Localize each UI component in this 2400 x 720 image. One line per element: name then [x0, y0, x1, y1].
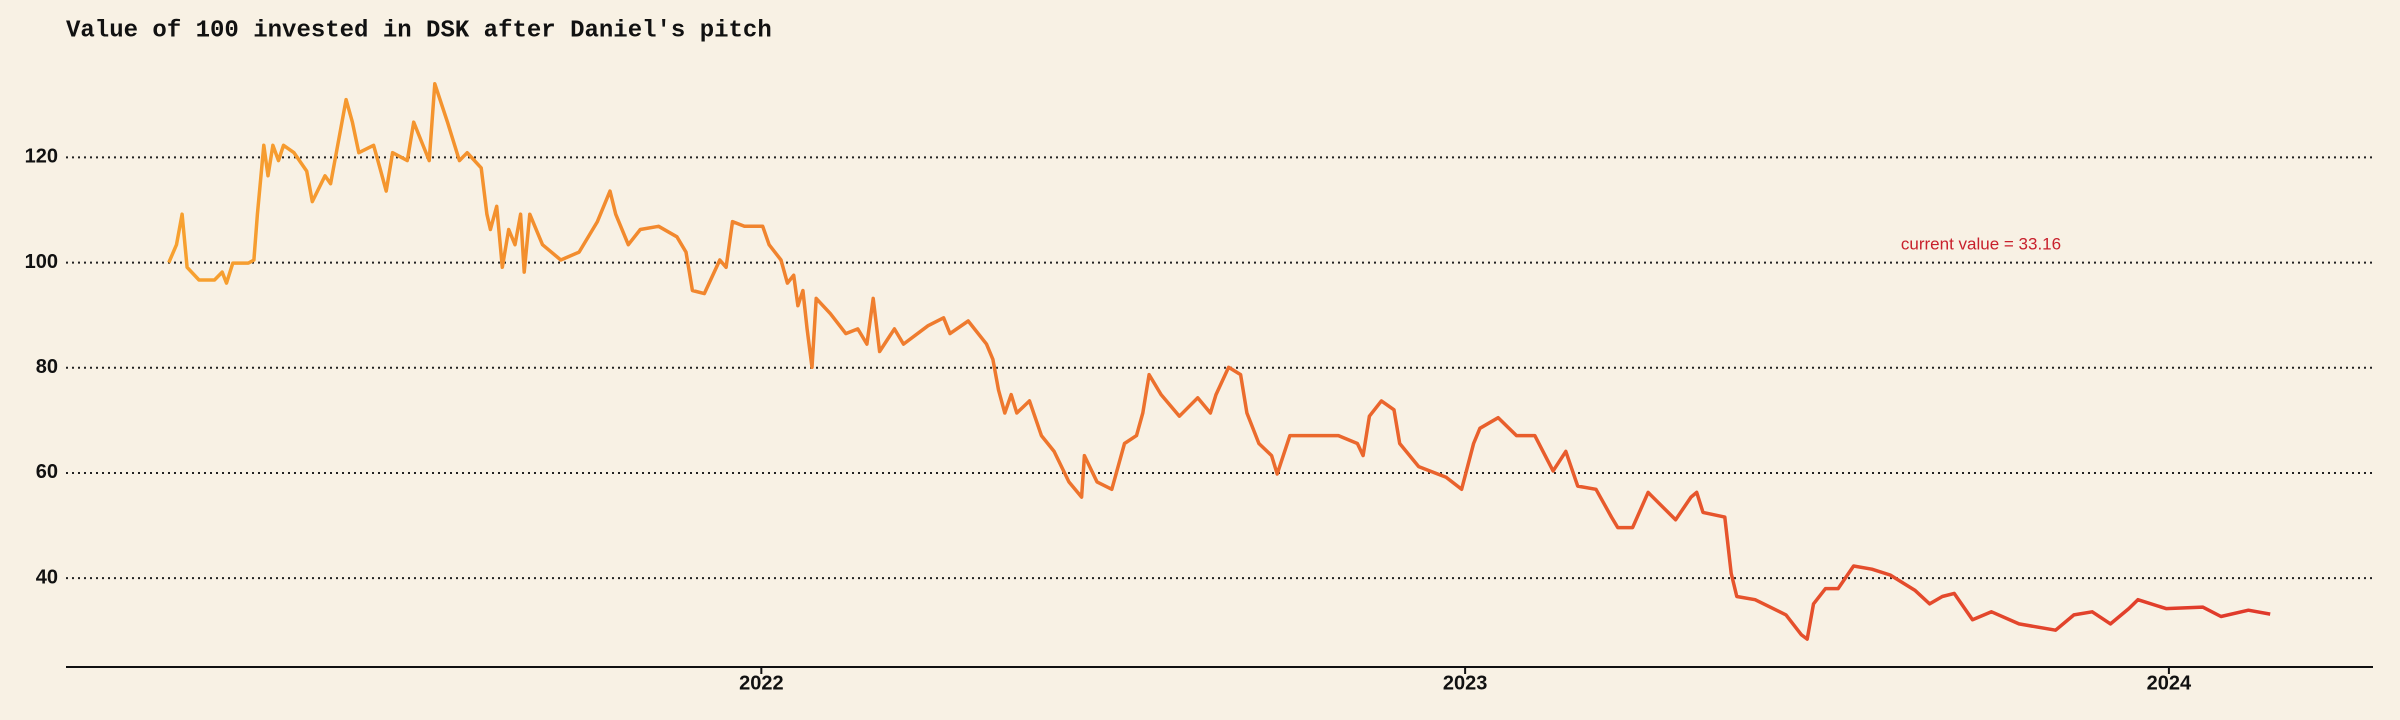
annotation: current value = 33.16	[1901, 234, 2061, 253]
y-tick-label: 120	[25, 146, 58, 168]
chart-title: Value of 100 invested in DSK after Danie…	[66, 17, 772, 44]
x-tick-label: 2024	[2147, 672, 2192, 694]
y-tick-label: 60	[36, 461, 58, 483]
y-tick-label: 100	[25, 251, 58, 273]
y-tick-label: 80	[36, 356, 58, 378]
value-line	[167, 82, 2271, 641]
x-tick-label: 2023	[1443, 672, 1488, 694]
y-tick-label: 40	[36, 566, 58, 588]
x-tick-label: 2022	[739, 672, 784, 694]
